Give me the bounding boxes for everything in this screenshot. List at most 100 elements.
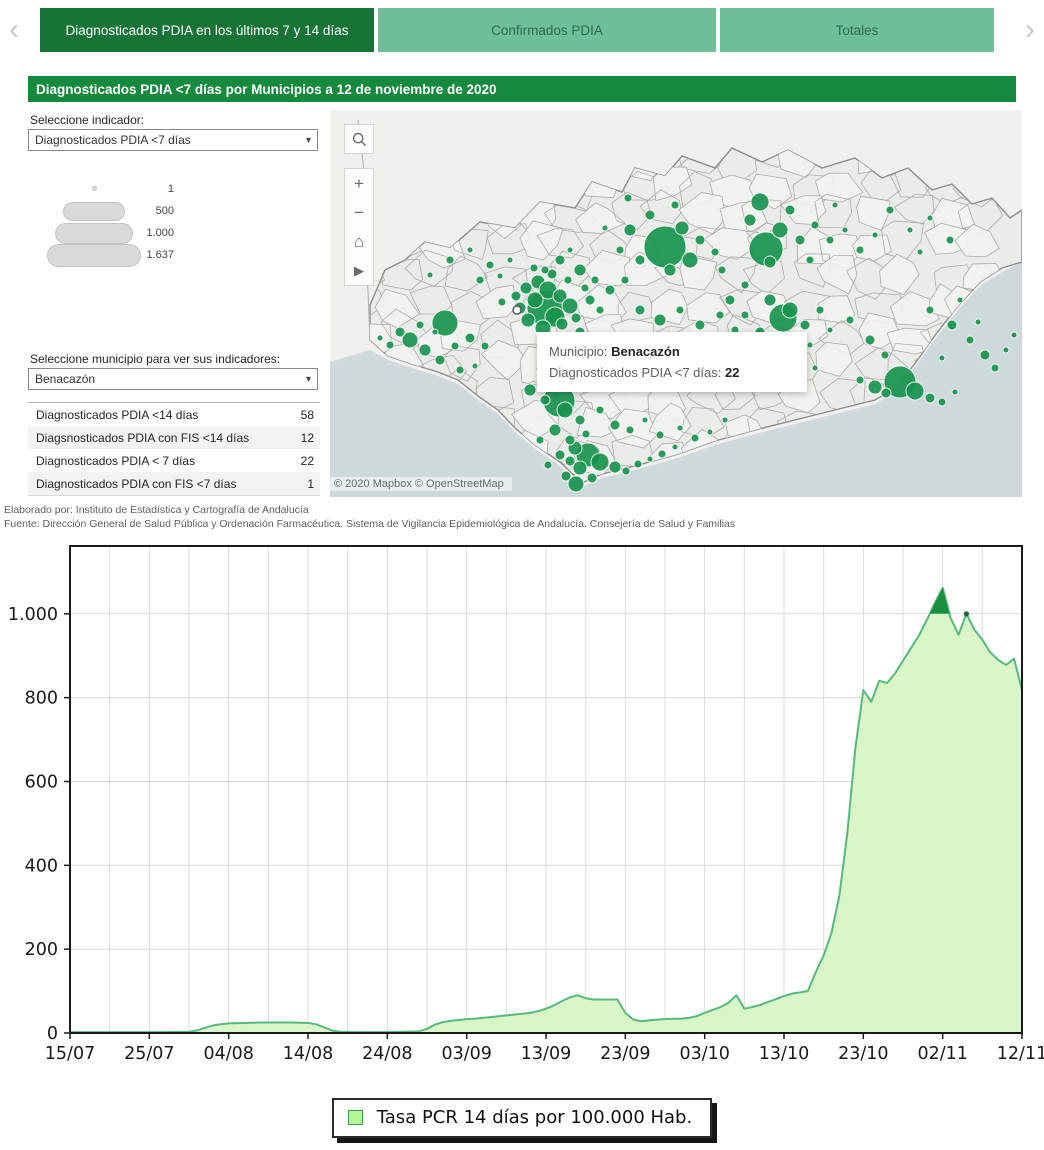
map-bubble[interactable] [573,461,587,475]
map-bubble[interactable] [744,214,756,226]
map-bubble[interactable] [562,298,578,314]
map-bubble[interactable] [581,284,589,292]
map-bubble[interactable] [541,266,549,274]
map-bubble[interactable] [571,313,581,323]
map-bubble[interactable] [497,273,503,279]
tab-totales[interactable]: Totales [720,8,994,52]
map-bubble[interactable] [658,450,666,458]
map-bubble[interactable] [591,276,599,284]
map-bubble[interactable] [865,335,875,345]
map-bubble[interactable] [677,425,683,431]
map-bubble[interactable] [530,264,538,272]
map-bubble[interactable] [565,435,575,445]
pan-right-button[interactable]: ▶ [345,256,373,285]
map-bubble[interactable] [624,224,636,236]
map-bubble[interactable] [555,255,565,265]
map-bubble[interactable] [511,291,521,301]
map-bubble[interactable] [416,321,424,329]
home-button[interactable]: ⌂ [345,227,373,256]
map-bubble[interactable] [472,363,478,369]
map-bubble[interactable] [465,333,475,343]
map-bubble[interactable] [575,415,585,425]
map-bubble[interactable] [540,395,550,405]
map-bubble[interactable] [816,306,824,314]
map-bubble[interactable] [807,342,813,348]
map-bubble[interactable] [647,456,653,462]
map-bubble[interactable] [826,236,834,244]
map-bubble[interactable] [868,380,882,394]
map-bubble[interactable] [642,417,648,423]
map-bubble[interactable] [446,256,454,264]
map-bubble[interactable] [395,327,405,337]
map-bubble[interactable] [827,327,833,333]
map-bubble[interactable] [377,335,383,341]
map-bubble[interactable] [626,426,634,434]
map-bubble[interactable] [707,429,713,435]
map-bubble[interactable] [764,294,776,306]
table-row[interactable]: Diagnosticados PDIA < 7 días 22 [28,449,320,472]
zoom-in-button[interactable]: + [345,169,373,198]
map-bubble[interactable] [621,276,629,284]
map-bubble[interactable] [481,342,489,350]
map-bubble[interactable] [419,344,431,356]
map-bubble[interactable] [549,424,561,436]
map-bubble[interactable] [524,384,536,396]
map-bubble[interactable] [610,420,620,430]
map-bubble[interactable] [856,376,864,384]
map-bubble[interactable] [486,261,494,269]
map-bubble[interactable] [432,329,438,335]
map-bubble[interactable] [520,282,532,294]
map-bubble[interactable] [634,460,642,468]
indicator-select[interactable]: Diagnosticados PDIA <7 días ▾ [28,129,318,151]
map-bubble[interactable] [605,285,615,295]
map-bubble[interactable] [1011,332,1017,338]
map-bubble[interactable] [596,306,604,314]
map-bubble[interactable] [435,355,445,365]
map-bubble[interactable] [846,316,854,324]
map-bubble[interactable] [498,298,506,306]
municipio-select[interactable]: Benacazón ▾ [28,368,318,390]
map-bubble[interactable] [682,252,698,268]
map-bubble[interactable] [907,227,913,233]
map-bubble[interactable] [785,205,795,215]
map-bubble[interactable] [476,276,484,284]
map-bubble[interactable] [906,382,924,400]
map-bubble[interactable] [695,320,705,330]
map-bubble[interactable] [966,336,974,344]
map-bubble[interactable] [556,318,568,330]
map-bubble[interactable] [782,302,798,318]
prev-page-chevron-icon[interactable]: ‹ [0,8,28,52]
tab-confirmados-pdia[interactable]: Confirmados PDIA [378,8,716,52]
map-bubble[interactable] [567,247,573,253]
map-bubble[interactable] [926,306,934,314]
map-bubble[interactable] [842,227,848,233]
map-bubble[interactable] [872,232,878,238]
map-bubble[interactable] [587,473,597,483]
map-bubble[interactable] [675,221,689,235]
map-bubble[interactable] [582,430,590,438]
map-bubble[interactable] [886,206,894,214]
map-bubble[interactable] [695,235,705,245]
map-bubble[interactable] [555,450,565,460]
map-bubble[interactable] [881,351,889,359]
map-bubble[interactable] [980,350,990,360]
map-bubble[interactable] [507,257,513,263]
map-bubble[interactable] [451,342,459,350]
map-bubble[interactable] [741,281,749,289]
map-bubble[interactable] [609,461,621,473]
next-page-chevron-icon[interactable]: › [1016,8,1044,52]
map-bubble[interactable] [881,388,891,398]
map-bubble[interactable] [544,461,552,469]
map-bubble[interactable] [1003,347,1009,353]
map-bubble[interactable] [676,306,684,314]
map-bubble[interactable] [691,434,699,442]
map-bubble[interactable] [741,311,749,319]
map-bubble[interactable] [622,467,630,475]
map-bubble[interactable] [832,202,838,208]
table-row[interactable]: Diagnosticados PDIA <14 días 58 [28,403,320,426]
map-bubble[interactable] [602,225,608,231]
map-bubble[interactable] [806,256,814,264]
map-bubble[interactable] [722,417,728,423]
map-bubble[interactable] [456,366,464,374]
map-bubble[interactable] [800,320,810,330]
